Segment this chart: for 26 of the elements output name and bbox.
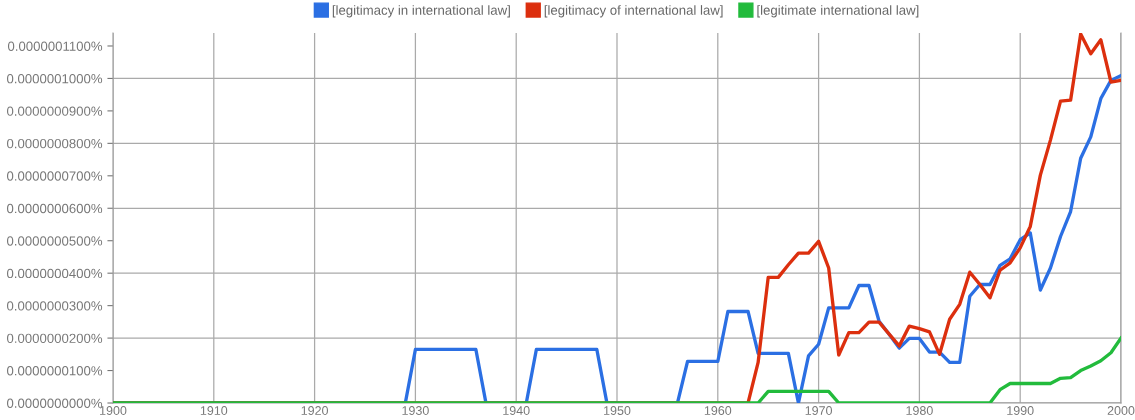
- y-tick-label: 0.0000001000%: [6, 74, 103, 84]
- y-tick-label: 0.0000000800%: [6, 138, 103, 149]
- y-tick-label: 0.0000000500%: [6, 236, 103, 246]
- x-tick-label: 1940: [503, 406, 530, 415]
- x-tick-label: 1960: [704, 406, 732, 415]
- x-tick-label: 1930: [402, 406, 429, 415]
- y-tick-label: 0.0000000900%: [6, 106, 103, 116]
- y-tick-label: 0.0000000400%: [6, 268, 103, 279]
- x-tick-label: 1950: [604, 406, 631, 415]
- y-tick-label: 0.0000000700%: [6, 171, 103, 181]
- y-tick-label: 0.0000000200%: [6, 333, 103, 343]
- x-tick-label: 1990: [1007, 406, 1034, 415]
- y-tick-label: 0.0000000600%: [6, 203, 103, 214]
- y-tick-label: 0.0000000000%: [6, 398, 103, 408]
- legend-label: [legitimacy in international law]: [332, 5, 510, 18]
- legend-label: [legitimate international law]: [757, 5, 919, 18]
- x-tick-label: 2000: [1107, 406, 1135, 415]
- x-tick-label: 1920: [301, 406, 329, 415]
- x-tick-label: 1970: [805, 406, 833, 415]
- legend-label: [legitimacy of international law]: [544, 5, 723, 18]
- y-tick-label: 0.0000001100%: [7, 41, 103, 51]
- x-tick-label: 1910: [200, 406, 228, 415]
- y-tick-label: 0.0000000100%: [6, 366, 103, 376]
- x-tick-label: 1980: [906, 406, 933, 415]
- x-tick-label: 1900: [100, 406, 127, 415]
- y-tick-label: 0.0000000300%: [6, 301, 103, 311]
